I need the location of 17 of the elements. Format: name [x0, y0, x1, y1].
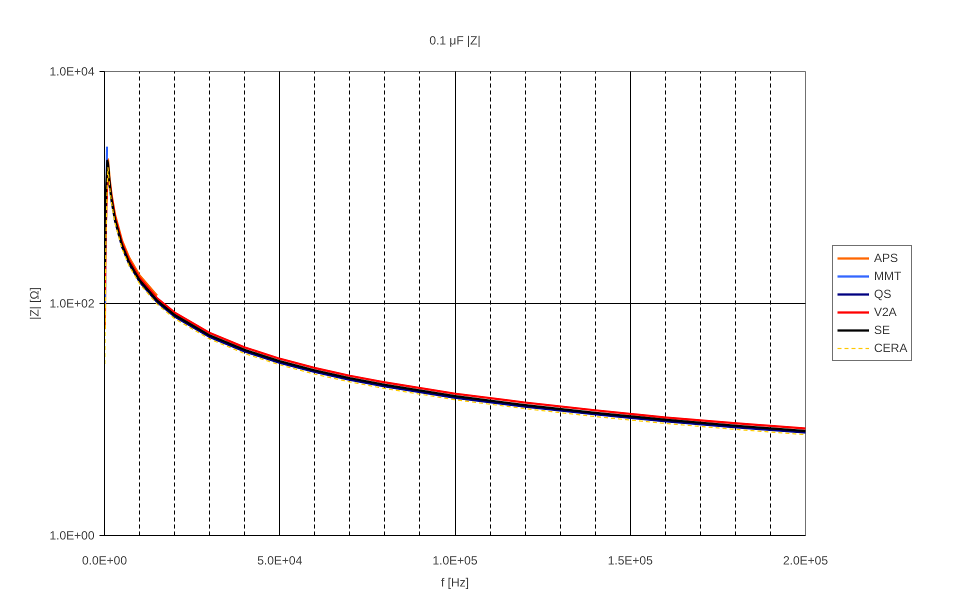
legend-label: QS: [874, 286, 892, 302]
legend-label: V2A: [874, 304, 897, 320]
x-tick-label: 0.0E+00: [82, 554, 128, 568]
y-tick-label: 1.0E+04: [49, 64, 95, 78]
y-axis-title: |Z| [Ω]: [27, 287, 42, 320]
y-tick-label: 1.0E+00: [49, 528, 95, 542]
x-tick-label: 2.0E+05: [782, 554, 828, 568]
x-tick-label: 1.5E+05: [608, 554, 654, 568]
chart-title: 0.1 μF |Z|: [429, 34, 481, 48]
legend-label: CERA: [874, 340, 908, 356]
legend-label: APS: [874, 250, 898, 266]
x-axis-title: f [Hz]: [441, 576, 470, 590]
x-tick-label: 1.0E+05: [432, 554, 478, 568]
legend-label: MMT: [874, 268, 902, 284]
x-tick-label: 5.0E+04: [257, 554, 303, 568]
y-tick-label: 1.0E+02: [49, 296, 95, 310]
legend-label: SE: [874, 322, 892, 338]
